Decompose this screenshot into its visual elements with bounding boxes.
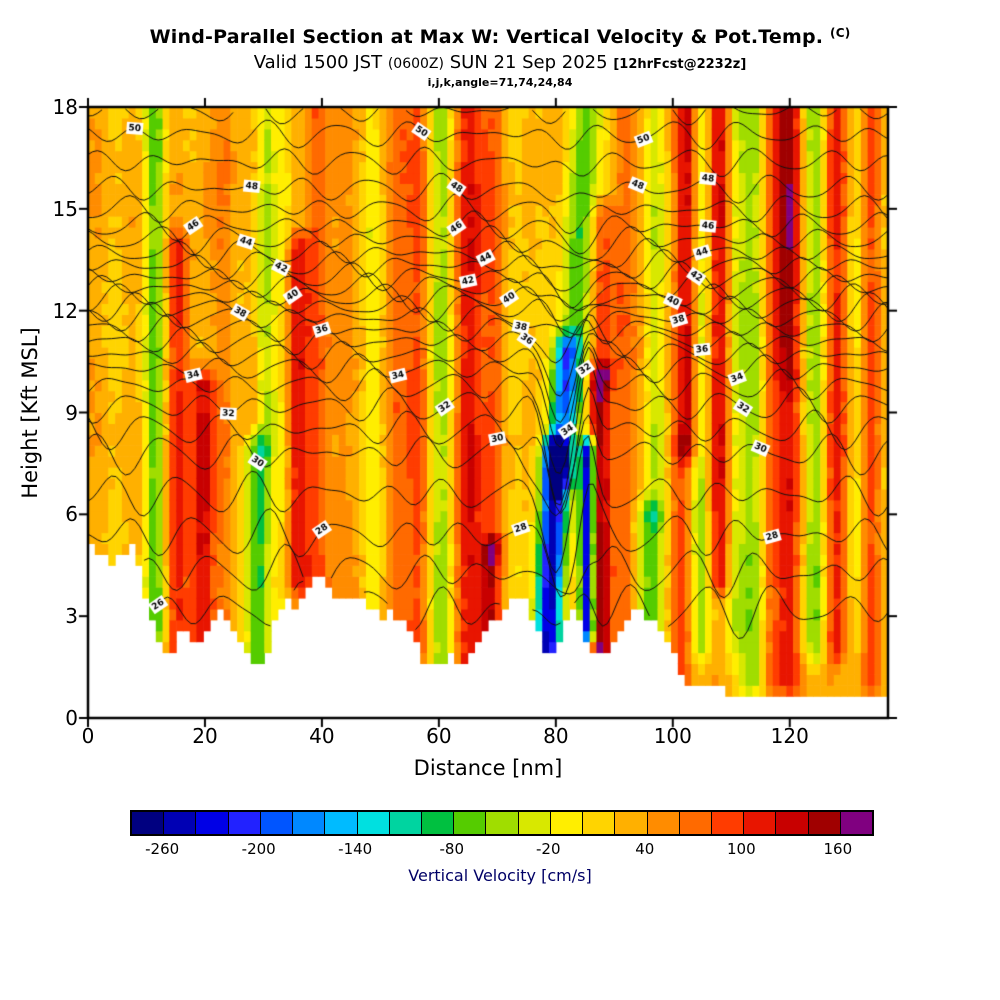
colorbar-tick-label: 160	[823, 840, 853, 858]
chart-title: Wind-Parallel Section at Max W: Vertical…	[0, 26, 1000, 48]
colorbar-tick-label: -80	[439, 840, 464, 858]
colorbar-segment	[550, 812, 584, 834]
x-tick-label: 100	[653, 724, 692, 748]
x-axis-title: Distance [nm]	[413, 756, 563, 780]
colorbar-tick-label: -200	[241, 840, 276, 858]
valid-time-line: Valid 1500 JST (0600Z) SUN 21 Sep 2025 […	[0, 52, 1000, 73]
colorbar-segment	[679, 812, 712, 834]
colorbar-segment	[583, 812, 616, 834]
colorbar-segment	[389, 812, 422, 834]
valid-date: SUN 21 Sep 2025	[449, 52, 608, 73]
colorbar-segment	[776, 812, 809, 834]
y-tick-label: 15	[52, 196, 78, 221]
colorbar-segment	[454, 812, 487, 834]
colorbar-segment	[808, 812, 841, 834]
colorbar-tick-label: -140	[338, 840, 373, 858]
x-tick-label: 40	[309, 724, 335, 748]
colorbar-segment	[647, 812, 680, 834]
section-plot-canvas	[0, 0, 1000, 800]
y-tick-label: 9	[65, 400, 78, 425]
forecast-tag: [12hrFcst@2232z]	[613, 57, 747, 72]
colorbar-tick-label: -260	[145, 840, 180, 858]
colorbar-segment	[325, 812, 358, 834]
chart-title-unit: (C)	[830, 26, 851, 40]
y-tick-label: 6	[65, 502, 78, 527]
colorbar-title: Vertical Velocity [cm/s]	[408, 866, 592, 885]
y-tick-label: 12	[52, 298, 78, 323]
x-tick-label: 120	[770, 724, 809, 748]
colorbar-segment	[196, 812, 229, 834]
colorbar-segment	[293, 812, 326, 834]
colorbar-segment	[421, 812, 455, 834]
colorbar-tick-label: -20	[536, 840, 561, 858]
colorbar-segment	[486, 812, 519, 834]
colorbar-segment	[518, 812, 551, 834]
model-grid-info: i,j,k,angle=71,74,24,84	[427, 76, 573, 89]
colorbar-segment	[132, 812, 165, 834]
colorbar-segment	[711, 812, 745, 834]
colorbar-segment	[228, 812, 261, 834]
valid-zulu: (0600Z)	[387, 56, 444, 72]
colorbar-tick-label: 40	[635, 840, 655, 858]
chart-title-text: Wind-Parallel Section at Max W: Vertical…	[149, 26, 824, 48]
colorbar-segment	[615, 812, 648, 834]
x-tick-label: 80	[543, 724, 569, 748]
y-tick-label: 3	[65, 604, 78, 629]
colorbar-tick-label: 100	[726, 840, 756, 858]
colorbar-segment	[840, 812, 873, 834]
colorbar-segment	[260, 812, 294, 834]
colorbar	[130, 810, 874, 836]
colorbar-segment	[357, 812, 390, 834]
x-tick-label: 20	[192, 724, 218, 748]
x-tick-label: 60	[426, 724, 452, 748]
valid-prefix: Valid 1500 JST	[253, 52, 383, 73]
colorbar-segment	[744, 812, 777, 834]
x-tick-label: 0	[81, 724, 95, 748]
y-tick-label: 18	[52, 95, 78, 119]
colorbar-segment	[164, 812, 197, 834]
y-tick-label: 0	[65, 706, 78, 730]
